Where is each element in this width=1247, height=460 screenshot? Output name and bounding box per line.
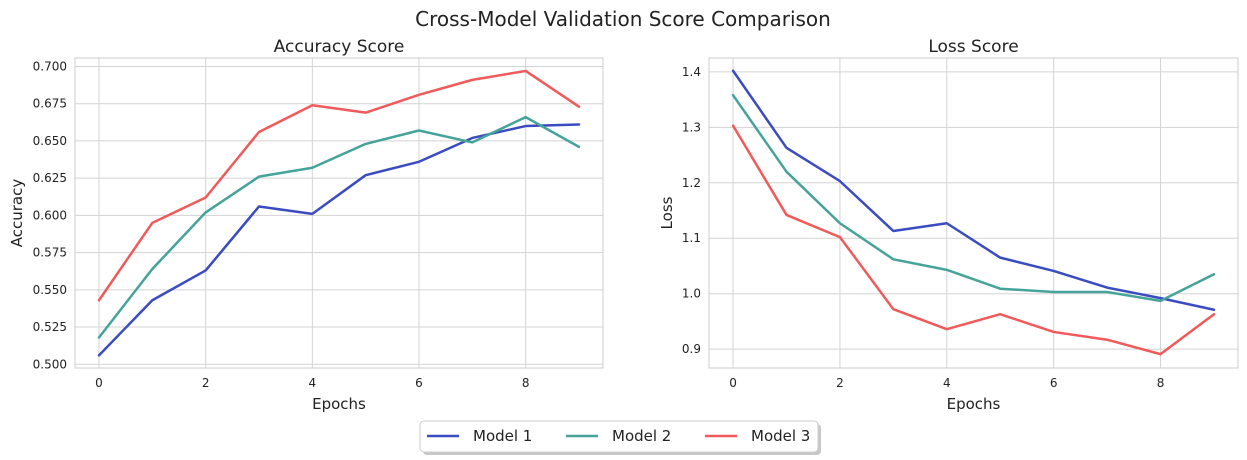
legend-box [419, 420, 819, 453]
x-tick-label: 0 [729, 376, 737, 390]
y-axis-label: Loss [658, 196, 676, 229]
x-axis-label: Epochs [312, 395, 366, 413]
series-line-model-1 [731, 69, 1216, 312]
x-tick-label: 0 [95, 376, 103, 390]
x-axis-label: Epochs [947, 395, 1001, 413]
legend-label: Model 1 [473, 427, 532, 445]
y-tick-label: 1.1 [682, 231, 701, 245]
x-tick-label: 4 [943, 376, 951, 390]
series-line-model-2 [731, 93, 1216, 303]
y-tick-label: 1.3 [682, 120, 701, 134]
y-tick-label: 1.0 [682, 287, 701, 301]
x-tick-label: 6 [415, 376, 423, 390]
y-tick-label: 0.700 [33, 59, 67, 73]
series-line-model-3 [97, 69, 581, 302]
y-tick-label: 0.9 [682, 342, 701, 356]
y-tick-label: 0.675 [33, 97, 67, 111]
plot-frame [708, 57, 1239, 369]
y-tick-label: 0.650 [33, 134, 67, 148]
y-tick-label: 0.600 [33, 208, 67, 222]
y-tick-label: 1.4 [682, 65, 701, 79]
figure-title: Cross-Model Validation Score Comparison [415, 7, 831, 31]
legend-label: Model 3 [751, 427, 810, 445]
x-tick-label: 2 [836, 376, 844, 390]
y-axis-label: Accuracy [8, 179, 26, 248]
chart-title: Accuracy Score [274, 37, 405, 57]
y-tick-label: 0.525 [33, 320, 67, 334]
x-tick-label: 8 [1157, 376, 1165, 390]
plot-frame [74, 57, 604, 369]
series-line-model-1 [97, 123, 581, 357]
series-line-model-2 [97, 115, 581, 339]
x-tick-label: 8 [522, 376, 530, 390]
y-tick-label: 1.2 [682, 176, 701, 190]
legend: Model 1 Model 2 Model 3 [419, 420, 821, 455]
series-line-model-3 [731, 124, 1216, 356]
legend-label: Model 2 [612, 427, 671, 445]
chart-panels: 0 2 4 6 8 0.500 0.525 0.550 0.575 0.600 0.625 0.650… [8, 37, 1239, 413]
y-tick-label: 0.575 [33, 246, 67, 260]
y-tick-label: 0.625 [33, 171, 67, 185]
x-tick-label: 2 [202, 376, 210, 390]
y-tick-label: 0.550 [33, 283, 67, 297]
chart-panel-1: 0 2 4 6 8 0.500 0.525 0.550 0.575 0.600 0.625 0.650… [8, 37, 604, 413]
x-tick-label: 4 [309, 376, 317, 390]
x-tick-label: 6 [1050, 376, 1058, 390]
y-tick-label: 0.500 [33, 357, 67, 371]
chart-panel-2: 0 2 4 6 8 0.9 1.0 1.1 1.2 1.3 1.4 Loss Score Epochs L… [658, 37, 1239, 413]
chart-title: Loss Score [928, 37, 1018, 57]
